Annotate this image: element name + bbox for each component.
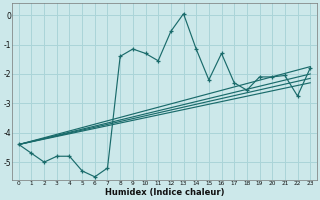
- X-axis label: Humidex (Indice chaleur): Humidex (Indice chaleur): [105, 188, 224, 197]
